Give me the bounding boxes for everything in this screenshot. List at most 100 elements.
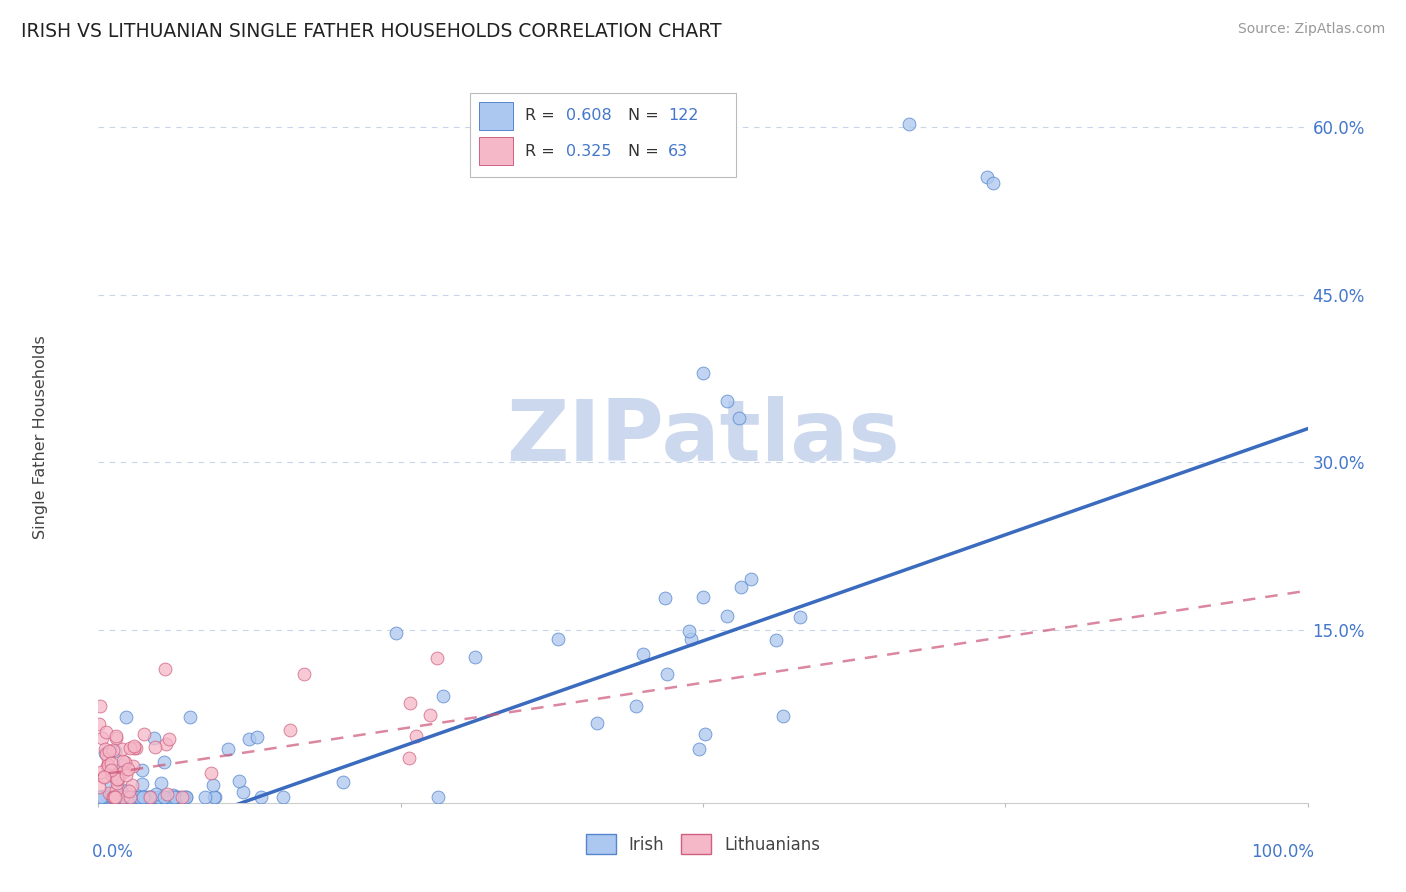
Text: R =: R = (526, 144, 560, 159)
Point (117, 790, 139, 805)
Point (586, 716, 609, 731)
Point (105, 790, 128, 805)
Point (217, 741, 239, 756)
Point (897, 117, 920, 131)
Point (98, 790, 121, 805)
Text: 0.0%: 0.0% (93, 843, 134, 861)
Text: IRISH VS LITHUANIAN SINGLE FATHER HOUSEHOLDS CORRELATION CHART: IRISH VS LITHUANIAN SINGLE FATHER HOUSEH… (21, 22, 721, 41)
Point (132, 790, 155, 805)
Point (228, 773, 250, 788)
Point (97, 758, 120, 772)
Point (89, 790, 111, 805)
Point (772, 709, 794, 723)
Point (156, 787, 179, 801)
Point (91, 790, 114, 805)
Point (96, 759, 118, 773)
Point (112, 754, 135, 768)
Point (104, 744, 127, 758)
Point (118, 790, 141, 805)
Point (90, 764, 112, 779)
Point (97, 744, 120, 758)
Point (730, 580, 752, 594)
Point (693, 727, 716, 741)
Point (136, 790, 159, 805)
Point (97, 786, 120, 800)
Point (89, 717, 111, 731)
Point (157, 732, 180, 747)
Point (138, 790, 160, 805)
Point (97, 760, 120, 774)
Text: 63: 63 (668, 144, 688, 159)
Text: 0.325: 0.325 (567, 144, 612, 159)
Point (103, 743, 125, 757)
Point (398, 696, 420, 710)
Point (149, 790, 172, 805)
Point (155, 737, 177, 751)
FancyBboxPatch shape (479, 137, 513, 165)
Point (169, 790, 191, 805)
Point (94, 725, 117, 739)
Point (125, 790, 148, 805)
Point (118, 790, 141, 805)
Point (246, 730, 269, 744)
Point (728, 410, 751, 425)
Point (117, 790, 139, 805)
Point (121, 790, 143, 805)
Point (110, 790, 132, 805)
Point (115, 768, 138, 782)
Point (120, 790, 142, 805)
Point (789, 609, 811, 624)
Point (105, 775, 128, 789)
Point (91, 731, 114, 745)
Point (89, 698, 111, 713)
Point (122, 790, 145, 805)
Point (90, 790, 112, 805)
Point (100, 763, 122, 777)
Point (134, 790, 156, 805)
Point (111, 790, 134, 805)
Point (110, 758, 132, 772)
Point (398, 751, 420, 765)
Point (145, 787, 167, 801)
Point (112, 790, 135, 805)
Point (128, 790, 150, 805)
Text: 122: 122 (668, 109, 699, 123)
Point (115, 710, 138, 724)
Point (692, 590, 714, 604)
Point (143, 739, 166, 754)
Text: 0.608: 0.608 (567, 109, 612, 123)
Point (200, 765, 222, 780)
Point (118, 784, 141, 798)
Point (201, 778, 224, 792)
Point (292, 667, 315, 681)
Point (103, 790, 125, 805)
Point (97, 790, 120, 805)
Point (152, 790, 174, 805)
Point (976, 170, 998, 185)
Point (87, 790, 110, 805)
Point (104, 729, 127, 743)
Point (117, 790, 139, 805)
Point (170, 790, 193, 805)
Point (148, 790, 170, 805)
Point (131, 777, 153, 791)
Point (655, 666, 678, 681)
Point (132, 790, 155, 805)
Point (94, 747, 117, 761)
Point (122, 739, 145, 753)
Point (419, 707, 441, 722)
Point (98, 790, 121, 805)
Text: ZIPatlas: ZIPatlas (506, 395, 900, 479)
Point (716, 393, 738, 408)
Point (249, 790, 271, 805)
Point (91, 790, 114, 805)
Point (93, 770, 115, 784)
Point (238, 732, 260, 747)
Point (101, 790, 124, 805)
Point (124, 741, 146, 756)
Point (114, 756, 136, 770)
Point (94, 742, 117, 756)
Point (107, 772, 129, 786)
Point (114, 790, 136, 805)
Point (173, 790, 195, 805)
